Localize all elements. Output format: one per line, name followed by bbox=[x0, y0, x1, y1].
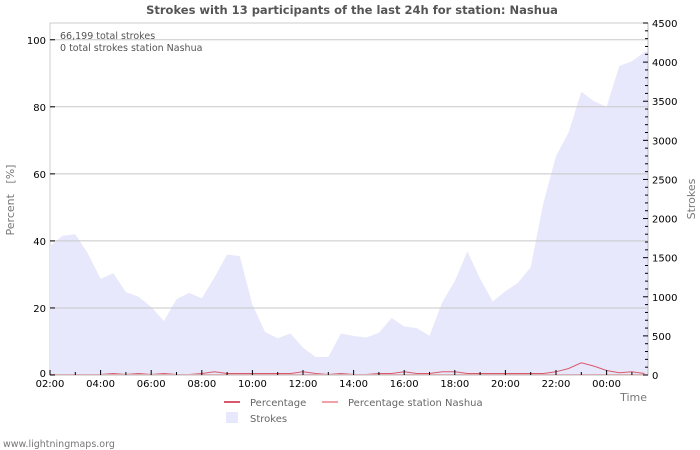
svg-text:40: 40 bbox=[33, 237, 46, 248]
svg-text:00:00: 00:00 bbox=[592, 379, 621, 390]
svg-text:20:00: 20:00 bbox=[491, 379, 520, 390]
left-axis: 0 20 40 60 80 100 bbox=[27, 36, 55, 380]
svg-text:2000: 2000 bbox=[652, 215, 677, 226]
svg-text:3500: 3500 bbox=[652, 97, 677, 108]
total-strokes-text: 66,199 total strokes bbox=[60, 31, 155, 42]
svg-text:20: 20 bbox=[33, 304, 46, 315]
svg-text:2500: 2500 bbox=[652, 175, 677, 186]
svg-text:80: 80 bbox=[33, 103, 46, 114]
legend: Percentage Percentage station Nashua Str… bbox=[224, 398, 483, 425]
svg-text:0: 0 bbox=[652, 371, 658, 382]
left-axis-label: Percent [%] bbox=[4, 165, 17, 236]
plot-area bbox=[49, 22, 649, 376]
svg-text:04:00: 04:00 bbox=[86, 379, 115, 390]
strokes-area bbox=[50, 51, 648, 376]
svg-text:14:00: 14:00 bbox=[339, 379, 368, 390]
legend-strokes-label: Strokes bbox=[250, 414, 287, 425]
legend-percentage-station-label: Percentage station Nashua bbox=[348, 398, 483, 409]
svg-text:100: 100 bbox=[27, 36, 46, 47]
legend-strokes-swatch bbox=[226, 412, 238, 423]
svg-text:500: 500 bbox=[652, 332, 671, 343]
footer-link[interactable]: www.lightningmaps.org bbox=[3, 439, 115, 450]
svg-text:4500: 4500 bbox=[652, 19, 677, 30]
svg-text:06:00: 06:00 bbox=[137, 379, 166, 390]
svg-text:16:00: 16:00 bbox=[390, 379, 419, 390]
svg-text:08:00: 08:00 bbox=[187, 379, 216, 390]
grid-lines bbox=[50, 39, 648, 309]
svg-text:60: 60 bbox=[33, 170, 46, 181]
right-axis-label: Strokes bbox=[685, 178, 698, 219]
x-axis-label: Time bbox=[619, 391, 647, 404]
svg-text:0: 0 bbox=[40, 369, 46, 380]
svg-text:22:00: 22:00 bbox=[542, 379, 571, 390]
svg-text:10:00: 10:00 bbox=[238, 379, 267, 390]
right-axis: 0 500 1000 1500 2000 2500 3000 3500 4000 4500 bbox=[643, 19, 677, 382]
legend-percentage-label: Percentage bbox=[250, 398, 306, 409]
svg-text:3000: 3000 bbox=[652, 136, 677, 147]
svg-text:1000: 1000 bbox=[652, 293, 677, 304]
svg-text:1500: 1500 bbox=[652, 254, 677, 265]
chart-title: Strokes with 13 participants of the last… bbox=[146, 3, 558, 17]
x-axis: 02:00 04:00 06:00 08:00 10:00 12:00 14:00 16:00… bbox=[36, 370, 633, 390]
svg-text:12:00: 12:00 bbox=[289, 379, 318, 390]
svg-text:18:00: 18:00 bbox=[440, 379, 469, 390]
svg-text:4000: 4000 bbox=[652, 58, 677, 69]
station-strokes-text: 0 total strokes station Nashua bbox=[60, 43, 202, 54]
svg-text:02:00: 02:00 bbox=[36, 379, 65, 390]
